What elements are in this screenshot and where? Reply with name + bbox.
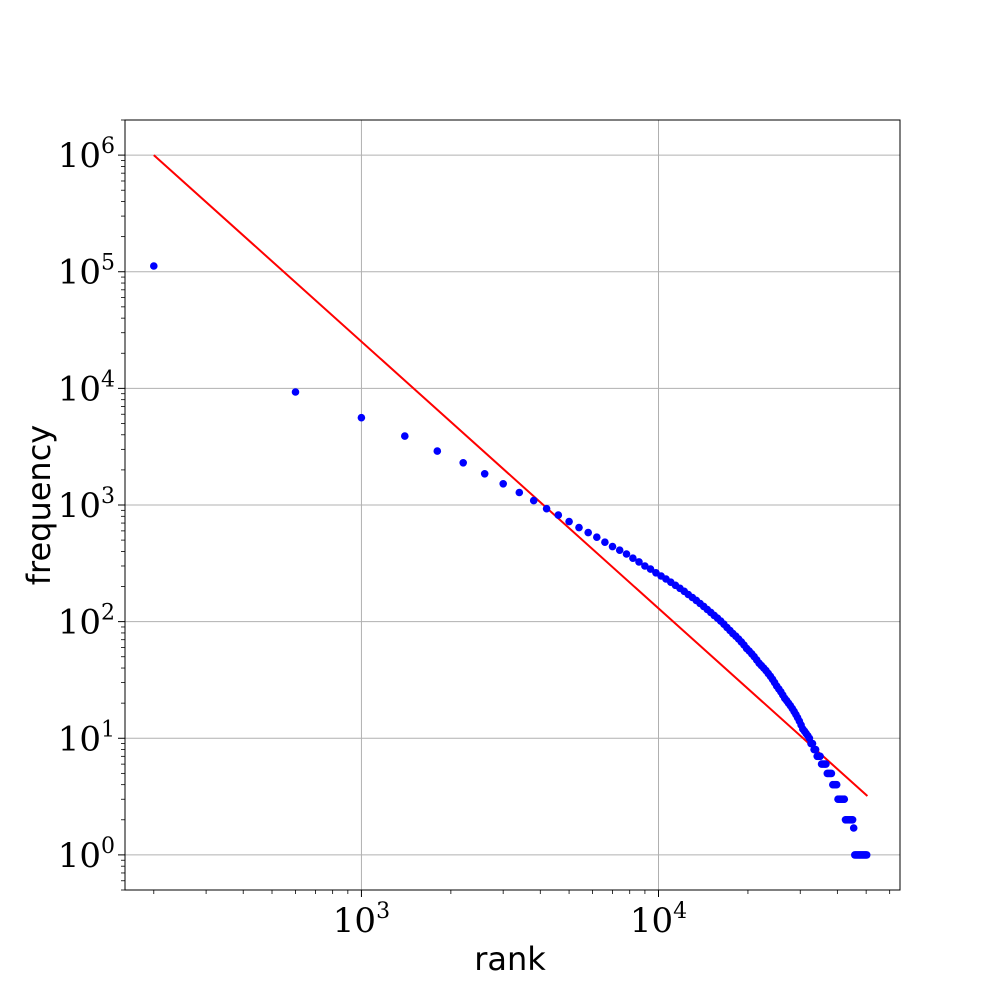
data-point	[862, 851, 871, 859]
data-point	[832, 780, 841, 789]
data-point	[849, 824, 858, 832]
data-point	[816, 752, 824, 761]
data-point	[635, 558, 643, 566]
x-tick-label: 103	[333, 899, 390, 941]
fit-line	[153, 154, 869, 797]
data-point	[608, 542, 617, 551]
y-tick-label: 102	[58, 601, 115, 643]
data-point	[150, 262, 158, 270]
scatter-series	[150, 262, 871, 859]
x-axis-label: rank	[474, 940, 546, 978]
data-point	[615, 546, 624, 554]
grid-lines	[125, 120, 900, 890]
y-tick-label: 100	[58, 834, 115, 876]
data-point	[575, 523, 583, 532]
data-point	[593, 533, 601, 541]
data-point	[584, 528, 592, 537]
data-point	[822, 760, 830, 768]
data-point	[291, 388, 300, 396]
data-point	[499, 480, 508, 488]
data-point	[515, 488, 524, 497]
data-point	[848, 816, 857, 824]
data-point	[827, 769, 836, 778]
fit-line-series	[153, 154, 869, 797]
axis-ticks	[118, 119, 891, 897]
y-tick-label: 103	[58, 484, 115, 526]
y-tick-label: 105	[58, 251, 115, 293]
y-tick-label: 106	[58, 134, 115, 176]
data-point	[433, 447, 442, 455]
x-tick-label: 104	[630, 899, 687, 941]
data-point	[542, 504, 551, 513]
data-point	[357, 413, 366, 422]
data-point	[622, 550, 631, 558]
data-point	[601, 538, 609, 546]
y-tick-label: 104	[58, 367, 115, 409]
data-point	[808, 739, 817, 748]
tick-labels: 103 104 100 101 102 103 104 105 106	[58, 134, 687, 941]
y-axis-label: frequency	[20, 425, 58, 586]
data-point	[529, 496, 538, 505]
data-point	[480, 470, 489, 478]
data-point	[459, 459, 468, 467]
data-point	[401, 432, 409, 440]
y-tick-label: 101	[58, 717, 115, 759]
plot-frame	[124, 119, 901, 891]
data-point	[641, 562, 649, 570]
data-point	[646, 565, 655, 573]
data-point	[811, 745, 820, 754]
data-point	[629, 554, 637, 562]
data-point	[565, 517, 573, 526]
data-point	[554, 511, 563, 519]
data-point	[840, 795, 849, 803]
